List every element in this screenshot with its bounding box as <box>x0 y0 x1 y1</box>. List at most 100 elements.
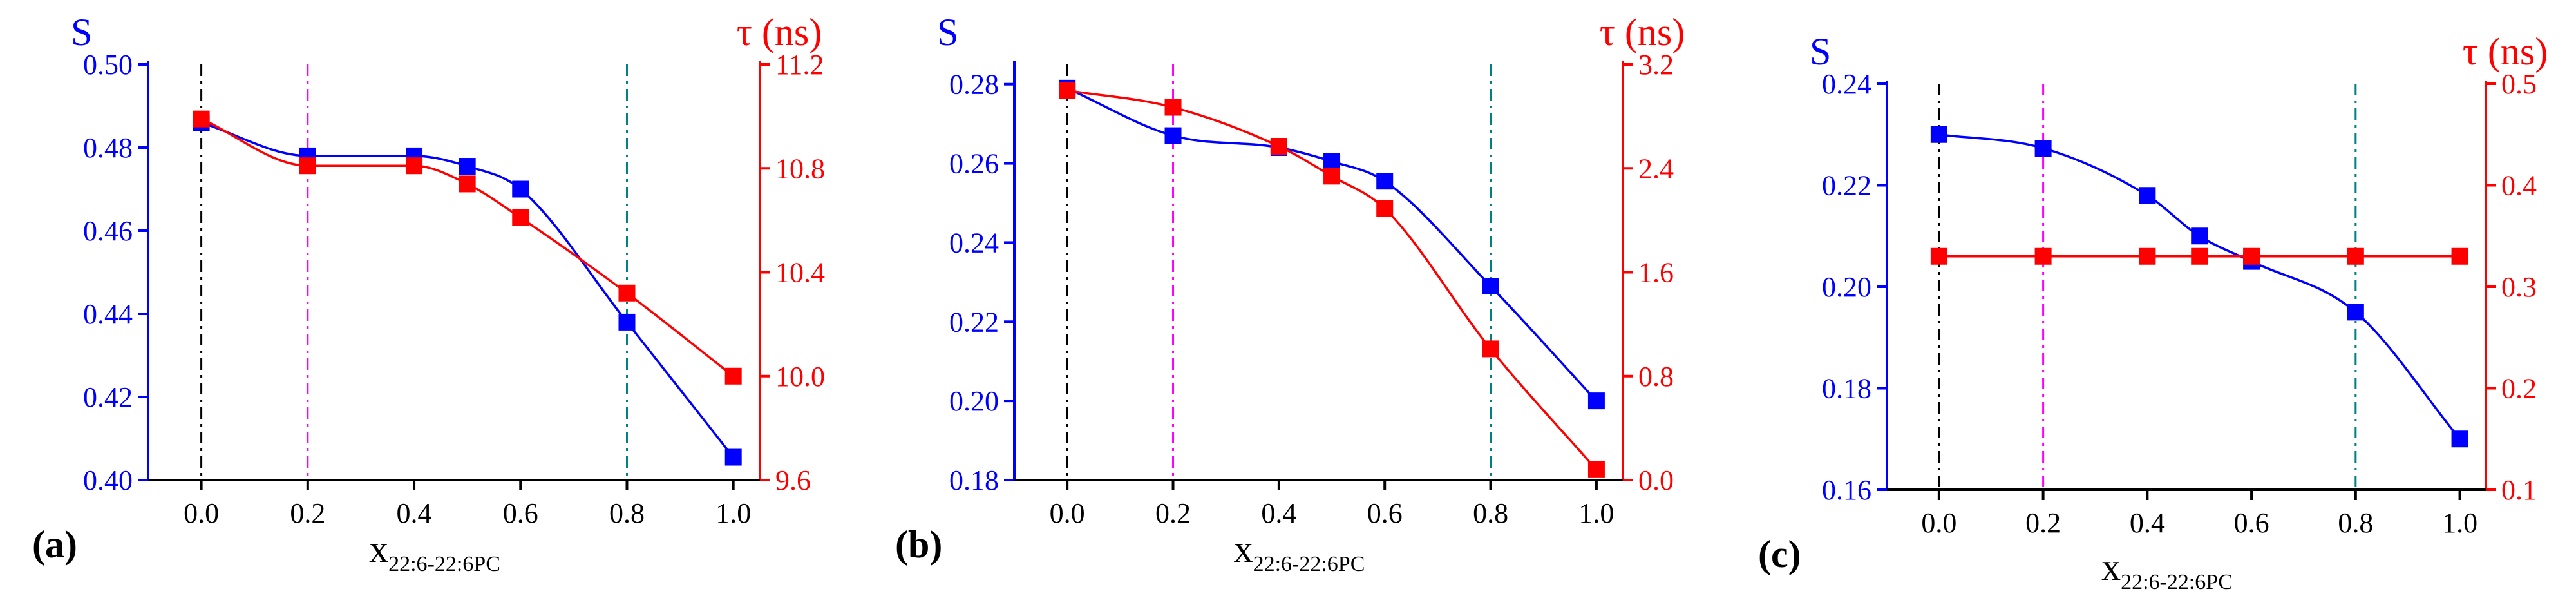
x-axis-title: x22:6-22:6PC <box>1234 528 1365 576</box>
lifetime-point <box>512 209 529 226</box>
right-tick-label: 0.3 <box>2501 271 2537 303</box>
x-axis-title-main: x <box>2101 546 2121 588</box>
x-axis-title-subscript: 22:6-22:6PC <box>388 552 500 576</box>
order-parameter-point <box>1323 153 1341 170</box>
order-parameter-point <box>618 313 636 331</box>
lifetime-point <box>1376 200 1394 217</box>
left-tick-label: 0.48 <box>83 132 133 164</box>
left-tick-label: 0.20 <box>1822 271 1871 303</box>
right-tick-label: 0.8 <box>1638 361 1674 392</box>
lifetime-point <box>2451 247 2468 265</box>
x-tick-label: 0.0 <box>184 497 219 529</box>
left-tick-label: 0.44 <box>83 298 133 330</box>
order-parameter-point <box>1587 392 1605 410</box>
right-tick-label: 0.5 <box>2501 68 2537 100</box>
order-parameter-point <box>2034 140 2052 157</box>
right-tick-label: 3.2 <box>1638 49 1674 81</box>
order-parameter-point <box>459 158 476 175</box>
left-tick-label: 0.24 <box>1822 68 1871 100</box>
right-tick-label: 0.4 <box>2501 170 2537 202</box>
left-tick-label: 0.22 <box>949 306 999 338</box>
left-tick-label: 0.18 <box>1822 373 1871 405</box>
right-axis-title: τ (ns) <box>2463 30 2548 73</box>
x-tick-label: 1.0 <box>715 497 751 529</box>
order-parameter-point <box>512 180 529 198</box>
x-tick-label: 0.4 <box>2130 507 2165 539</box>
lifetime-point <box>1587 461 1605 478</box>
order-parameter-point <box>2139 187 2156 204</box>
lifetime-point <box>2347 247 2364 265</box>
x-tick-label: 0.2 <box>1155 497 1191 529</box>
x-tick-label: 1.0 <box>1578 497 1614 529</box>
order-parameter-point <box>2347 304 2364 321</box>
order-parameter-point <box>2191 227 2208 245</box>
lifetime-point <box>406 157 423 175</box>
order-parameter-point <box>1376 173 1394 190</box>
lifetime-point <box>1482 340 1499 358</box>
chart-panel-1: 0.40 0.42 0.44 0.46 0.48 0.50 9.6 10.0 10.4 10.8 1… <box>32 11 825 576</box>
right-tick-label: 10.4 <box>775 257 825 289</box>
x-tick-label: 0.2 <box>290 497 325 529</box>
x-tick-label: 0.0 <box>1050 497 1085 529</box>
left-axis-title: S <box>937 11 958 53</box>
x-tick-label: 0.8 <box>1473 497 1508 529</box>
left-tick-label: 0.22 <box>1822 170 1871 202</box>
lifetime-point <box>1059 82 1076 99</box>
lifetime-point <box>2191 247 2208 265</box>
lifetime-point <box>2139 247 2156 265</box>
x-tick-label: 0.4 <box>397 497 432 529</box>
x-tick-label: 0.6 <box>1367 497 1403 529</box>
lifetime-point <box>1930 247 1947 265</box>
lifetime-point <box>2243 247 2260 265</box>
order-parameter-line <box>1938 133 2461 440</box>
left-axis-title: S <box>71 11 92 53</box>
lifetime-point <box>2034 247 2052 265</box>
left-tick-label: 0.50 <box>83 49 133 81</box>
right-tick-label: 2.4 <box>1638 153 1674 184</box>
left-tick-label: 0.16 <box>1822 474 1871 506</box>
x-tick-label: 0.2 <box>2025 507 2061 539</box>
lifetime-point <box>618 284 636 302</box>
lifetime-point <box>1323 168 1341 185</box>
x-tick-label: 0.0 <box>1921 507 1956 539</box>
order-parameter-point <box>1164 127 1182 144</box>
lifetime-point <box>1270 137 1287 155</box>
lifetime-point <box>724 367 742 385</box>
x-tick-label: 0.6 <box>2234 507 2269 539</box>
right-tick-label: 0.2 <box>2501 373 2537 405</box>
order-parameter-line <box>1066 87 1598 402</box>
right-tick-label: 9.6 <box>775 465 811 496</box>
x-axis-title-main: x <box>1234 528 1253 570</box>
order-parameter-point <box>1930 126 1947 143</box>
left-tick-label: 0.24 <box>949 227 999 258</box>
lifetime-point <box>459 175 476 193</box>
lifetime-point <box>1164 99 1182 116</box>
x-tick-label: 1.0 <box>2442 507 2477 539</box>
panel-label: (a) <box>32 523 77 566</box>
lifetime-point <box>193 110 210 128</box>
left-tick-label: 0.46 <box>83 215 133 247</box>
left-tick-label: 0.28 <box>949 69 999 101</box>
panel-label: (b) <box>895 523 942 566</box>
right-axis-title: τ (ns) <box>737 11 822 53</box>
right-tick-label: 11.2 <box>775 49 824 81</box>
chart-panel-2: 0.18 0.20 0.22 0.24 0.26 0.28 0.0 0.8 1.6 2.4 3.2 0… <box>895 11 1685 576</box>
x-axis-title: x22:6-22:6PC <box>2101 546 2233 594</box>
x-tick-label: 0.8 <box>2338 507 2373 539</box>
lifetime-line <box>1066 89 1598 471</box>
x-axis-title-main: x <box>369 528 388 570</box>
right-tick-label: 0.1 <box>2501 474 2537 506</box>
lifetime-line <box>200 118 734 378</box>
x-axis-title: x22:6-22:6PC <box>369 528 500 576</box>
right-axis-title: τ (ns) <box>1600 11 1685 53</box>
left-tick-label: 0.26 <box>949 148 999 180</box>
order-parameter-point <box>2451 430 2468 448</box>
x-tick-label: 0.8 <box>609 497 645 529</box>
left-tick-label: 0.40 <box>83 465 133 496</box>
order-parameter-point <box>724 448 742 466</box>
lifetime-point <box>299 157 316 175</box>
x-axis-title-subscript: 22:6-22:6PC <box>1253 552 1365 576</box>
chart-panel-3: 0.16 0.18 0.20 0.22 0.24 0.1 0.2 0.3 0.4 0.5 0.0 0.… <box>1758 30 2548 594</box>
left-tick-label: 0.20 <box>949 385 999 417</box>
